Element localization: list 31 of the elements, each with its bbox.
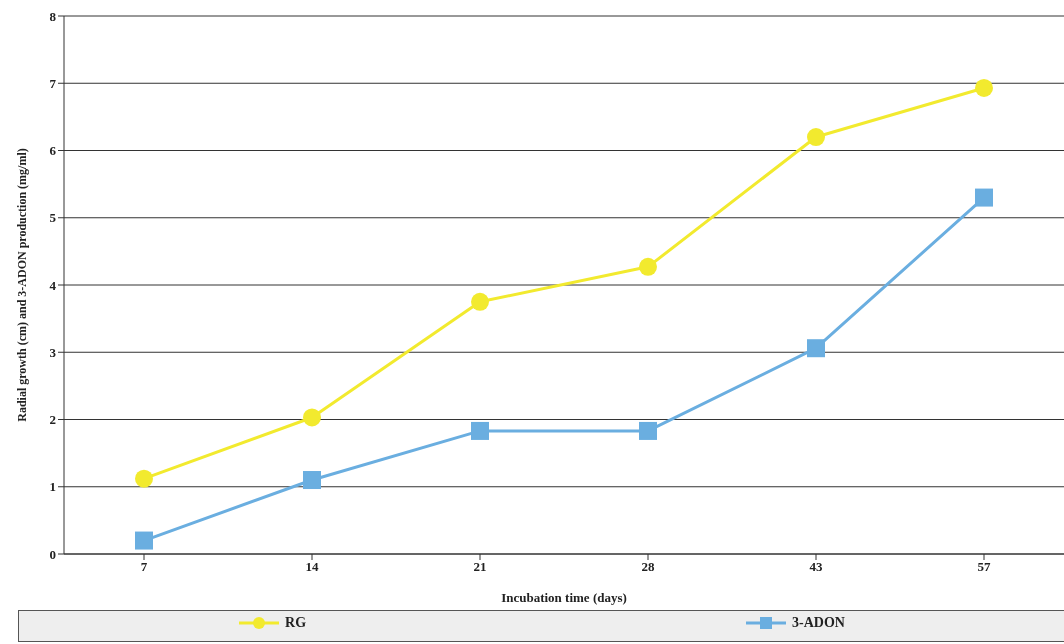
point (639, 257, 657, 276)
point (471, 421, 489, 440)
point (807, 339, 825, 358)
y-tick-label: 7 (49, 75, 57, 91)
x-tick-label: 43 (809, 559, 823, 575)
x-axis-title: Incubation time (days) (501, 590, 627, 605)
point (975, 188, 993, 207)
point (471, 292, 489, 311)
x-tick-label: 57 (977, 559, 991, 575)
x-tick-label: 14 (305, 559, 319, 575)
y-tick-label: 3 (49, 344, 57, 360)
point (807, 128, 825, 147)
x-tick-label: 7 (140, 559, 148, 575)
point (303, 471, 321, 490)
y-tick-label: 8 (49, 8, 57, 24)
point (639, 421, 657, 440)
y-tick-label: 6 (49, 143, 57, 159)
y-tick-label: 4 (49, 277, 57, 293)
x-tick-label: 28 (641, 559, 655, 575)
point (135, 531, 153, 550)
point (975, 78, 993, 97)
legend-label: RG (285, 615, 307, 631)
y-tick-label: 1 (49, 479, 56, 495)
y-tick-label: 5 (49, 210, 57, 226)
y-tick-label: 2 (49, 412, 56, 428)
y-axis-title: Radial growth (cm) and 3-ADON production (mg/ml) (15, 148, 30, 422)
point (303, 408, 321, 427)
legend-label: 3-ADON (792, 615, 845, 631)
y-tick-label: 0 (49, 546, 56, 562)
point (135, 469, 153, 488)
x-tick-label: 21 (473, 559, 487, 575)
